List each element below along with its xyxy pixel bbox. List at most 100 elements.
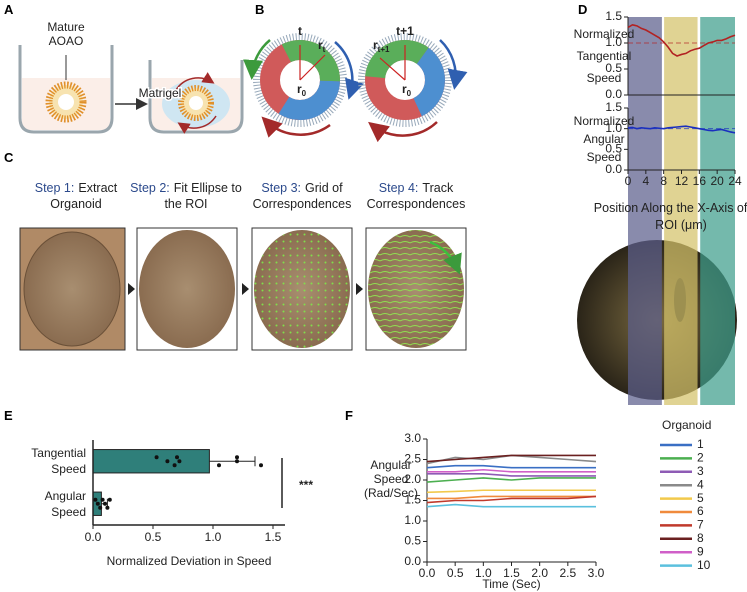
step-number: Step 1: [34, 181, 75, 195]
y-axis-label: Normalized Tangential Speed [573, 27, 635, 85]
time-label: t [298, 24, 302, 38]
legend-label: 8 [697, 531, 704, 545]
y-tick-label: 3.0 [404, 431, 421, 445]
step-title: Step 1: Extract Organoid [15, 180, 137, 212]
x-tick-label: 4 [642, 174, 649, 188]
y-tick-label: 0.0 [605, 162, 622, 176]
series-line [426, 464, 596, 469]
panel-label: D [578, 2, 588, 17]
radius-label: rt [318, 38, 326, 54]
x-tick-label: 1.5 [503, 566, 520, 580]
series-line [426, 489, 596, 494]
legend-label: 1 [697, 437, 704, 451]
band [664, 17, 698, 405]
legend-label: 2 [697, 451, 704, 465]
x-tick-label: 1.0 [205, 530, 222, 544]
data-point [235, 459, 239, 464]
legend-label: 4 [697, 477, 704, 491]
category-label: Angular Speed [44, 488, 86, 519]
step-number: Step 3: [261, 181, 302, 195]
radius-label-sub: t [323, 45, 326, 54]
x-tick-label: 0.0 [85, 530, 102, 544]
y-tick-label: 1.0 [605, 121, 622, 135]
y-tick-label: 1.5 [605, 100, 622, 114]
error-bar [209, 456, 256, 467]
radius-label-sub: t+1 [378, 45, 390, 54]
bar [92, 449, 210, 474]
radius-label-base: r [373, 38, 378, 52]
legend-label: 6 [697, 504, 704, 518]
organoid-label: Mature AOAO [47, 20, 85, 48]
radius-label-base: r [297, 82, 302, 96]
data-point [98, 505, 103, 510]
series-line [426, 503, 596, 508]
y-tick-label: 2.5 [404, 452, 421, 466]
y-tick-label: 1.5 [404, 493, 421, 507]
band [700, 17, 735, 405]
significance-label: *** [299, 478, 313, 492]
series-line [627, 23, 736, 57]
step-text: Extract Organoid [50, 181, 118, 211]
x-axis-label: Position Along the X-Axis of the ROI (μm… [593, 201, 747, 232]
series-line [426, 477, 596, 483]
step-number: Step 2: [130, 181, 170, 195]
data-point [105, 505, 110, 510]
series-line [427, 468, 596, 473]
series-line [427, 495, 596, 500]
y-tick-label: 0.5 [605, 61, 622, 75]
panel-b-drawing [243, 33, 468, 143]
panel-a-drawing [18, 45, 244, 134]
data-point [154, 455, 159, 460]
x-tick-label: 24 [728, 174, 742, 188]
series-line [627, 125, 736, 134]
x-axis-label: Normalized Deviation in Speed [106, 554, 272, 568]
data-point [177, 459, 182, 464]
y-axis-label: Normalized Angular Speed [573, 114, 635, 164]
y-tick-label: 2.0 [404, 472, 421, 486]
legend-title: Organoid [662, 418, 712, 432]
x-tick-label: 0.5 [145, 530, 162, 544]
panel-label: A [4, 2, 14, 17]
x-axis-label: Time (Sec) [482, 577, 541, 591]
legend-label: 10 [697, 558, 711, 572]
step-text: Track Correspondences [366, 181, 466, 211]
x-tick-label: 12 [675, 174, 689, 188]
time-label: t+1 [396, 24, 414, 38]
arrow-label: Matrigel [139, 86, 182, 100]
x-tick-label: 20 [710, 174, 724, 188]
series-line [426, 454, 596, 463]
data-point [175, 455, 179, 460]
radius-label: rt+1 [373, 38, 390, 54]
radius-label-base: r [402, 82, 407, 96]
legend-label: 3 [697, 464, 704, 478]
legend-label: 7 [697, 518, 704, 532]
x-tick-label: 2.5 [559, 566, 576, 580]
x-tick-label: 0.5 [447, 566, 464, 580]
data-point [217, 463, 221, 468]
panel-c-drawing [19, 227, 467, 351]
x-tick-label: 0 [625, 174, 632, 188]
data-point [165, 459, 170, 464]
panel-label: F [345, 408, 353, 423]
y-axis-label: Angular Speed (Rad/Sec) [363, 458, 419, 500]
step-title: Step 4: Track Correspondences [355, 180, 477, 212]
x-tick-label: 0.0 [419, 566, 436, 580]
y-tick-label: 0.5 [404, 534, 421, 548]
category-label: Tangential Speed [31, 446, 86, 477]
data-point [95, 501, 100, 506]
step-text: Grid of Correspondences [252, 181, 352, 211]
band [628, 17, 662, 405]
data-point [172, 463, 177, 468]
y-tick-label: 1.0 [404, 513, 421, 527]
data-point [103, 501, 107, 506]
x-tick-label: 3.0 [588, 566, 605, 580]
radius-label-sub: 0 [407, 89, 412, 98]
y-tick-label: 1.5 [605, 9, 622, 23]
y-tick-label: 0.0 [605, 87, 622, 101]
radius-label-base: r [318, 38, 323, 52]
x-tick-label: 8 [660, 174, 667, 188]
data-point [259, 463, 263, 468]
panel-label: C [4, 150, 14, 165]
